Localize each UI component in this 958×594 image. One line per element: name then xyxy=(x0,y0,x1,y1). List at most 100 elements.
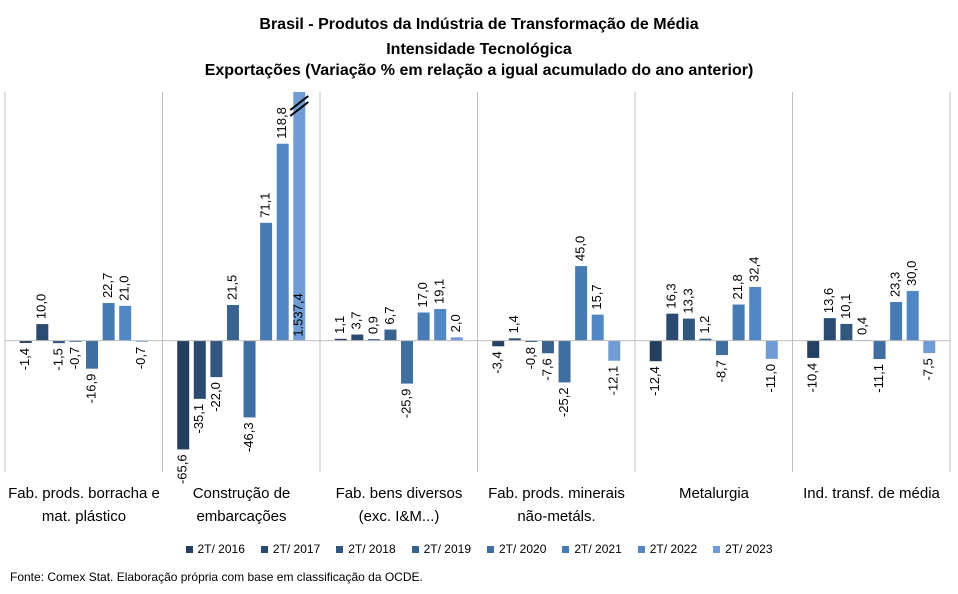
bar xyxy=(86,340,99,369)
data-label: -7,5 xyxy=(921,358,936,380)
bar xyxy=(36,324,49,341)
data-label: -25,9 xyxy=(398,389,413,419)
data-label: -11,1 xyxy=(871,364,886,393)
data-label: -1,4 xyxy=(17,348,32,370)
x-tick-label: Fab. prods. borracha e mat. plástico xyxy=(8,485,160,525)
bar xyxy=(807,340,820,358)
data-label: 6,7 xyxy=(382,306,397,324)
bar xyxy=(906,290,919,341)
data-label: 118,8 xyxy=(274,107,289,139)
legend-swatch xyxy=(713,546,721,553)
legend-item: 2T/ 2016 xyxy=(185,542,245,556)
data-label: -10,4 xyxy=(805,363,820,393)
bar xyxy=(666,313,679,341)
data-label: -0,8 xyxy=(523,347,538,369)
bar xyxy=(699,338,712,341)
data-label: 0,9 xyxy=(365,316,380,334)
bar xyxy=(608,340,621,361)
bar xyxy=(69,340,82,342)
data-label: -1,5 xyxy=(50,348,65,370)
data-label: 10,1 xyxy=(838,294,853,319)
legend-label: 2T/ 2021 xyxy=(574,542,622,556)
bar xyxy=(508,338,521,341)
bar xyxy=(52,340,65,344)
data-label: 21,5 xyxy=(224,275,239,300)
bar xyxy=(434,309,447,341)
bar xyxy=(119,305,132,341)
bar xyxy=(765,340,778,359)
data-label: 45,0 xyxy=(573,236,588,261)
x-tick-label: Fab. bens diversos (exc. I&M...) xyxy=(335,485,463,525)
break-mark xyxy=(289,95,309,111)
data-label: -22,0 xyxy=(208,382,223,412)
bar xyxy=(525,340,538,342)
bar xyxy=(293,92,306,341)
data-label: -12,1 xyxy=(606,366,621,396)
data-label: 15,7 xyxy=(589,284,604,309)
x-tick-label: Ind. transf. de média xyxy=(803,485,940,502)
data-label: 1,4 xyxy=(506,315,521,333)
bar xyxy=(541,340,554,354)
data-label: 13,6 xyxy=(821,288,836,313)
chart-subtitle: Exportações (Variação % em relação a igu… xyxy=(204,62,754,79)
legend-label: 2T/ 2020 xyxy=(499,542,547,556)
data-label: 22,7 xyxy=(100,273,115,298)
x-tick-label: Fab. prods. minerais não-metáls. xyxy=(488,485,625,525)
x-tick-label: Construção de embarcações xyxy=(192,485,291,525)
data-label: -16,9 xyxy=(83,374,98,404)
data-label: 21,8 xyxy=(730,274,745,299)
legend-item: 2T/ 2022 xyxy=(637,542,698,556)
legend-label: 2T/ 2017 xyxy=(272,542,321,556)
bar xyxy=(226,305,239,341)
bar xyxy=(102,303,115,341)
bar xyxy=(135,340,148,342)
bar xyxy=(417,312,430,341)
data-label: -7,6 xyxy=(539,358,554,380)
bar xyxy=(492,340,505,347)
bar xyxy=(384,329,397,341)
bar xyxy=(873,340,886,360)
bar xyxy=(890,302,903,341)
data-label: 1,2 xyxy=(697,316,712,334)
bar xyxy=(334,338,347,341)
legend-item: 2T/ 2019 xyxy=(411,542,471,556)
data-label: -0,7 xyxy=(67,347,82,369)
data-label: 0,4 xyxy=(854,317,869,335)
legend-swatch xyxy=(260,546,268,553)
legend-swatch xyxy=(562,546,570,553)
data-label: 32,4 xyxy=(747,257,762,282)
bar xyxy=(558,340,571,383)
data-label: -46,3 xyxy=(241,422,256,452)
bar xyxy=(450,337,463,341)
legend-label: 2T/ 2018 xyxy=(348,542,396,556)
legend-item: 2T/ 2017 xyxy=(260,542,321,556)
data-label: 10,0 xyxy=(34,294,49,319)
data-label: 17,0 xyxy=(415,282,430,307)
bar xyxy=(260,222,273,341)
bar xyxy=(401,340,414,384)
legend-label: 2T/ 2016 xyxy=(197,542,245,556)
legend-label: 2T/ 2022 xyxy=(649,542,698,556)
data-label: 1,1 xyxy=(332,316,347,334)
data-label: -8,7 xyxy=(713,360,728,382)
legend-swatch xyxy=(336,546,344,553)
bar xyxy=(177,340,190,450)
bar xyxy=(823,318,836,341)
legend-item: 2T/ 2021 xyxy=(562,542,622,556)
bar xyxy=(575,266,588,341)
data-label: 3,7 xyxy=(349,311,364,329)
bar xyxy=(367,339,380,341)
data-label: -35,1 xyxy=(191,404,206,434)
data-label: -65,6 xyxy=(175,454,190,484)
bar xyxy=(210,340,223,378)
bar xyxy=(591,314,604,341)
data-label: -3,4 xyxy=(490,351,505,373)
legend-item: 2T/ 2018 xyxy=(336,542,396,556)
legend-swatch xyxy=(487,546,494,553)
legend-swatch xyxy=(411,546,419,553)
legend-swatch xyxy=(185,546,193,553)
legend-item: 2T/ 2023 xyxy=(713,542,773,556)
data-label: 71,1 xyxy=(258,192,273,217)
bar xyxy=(243,340,256,418)
